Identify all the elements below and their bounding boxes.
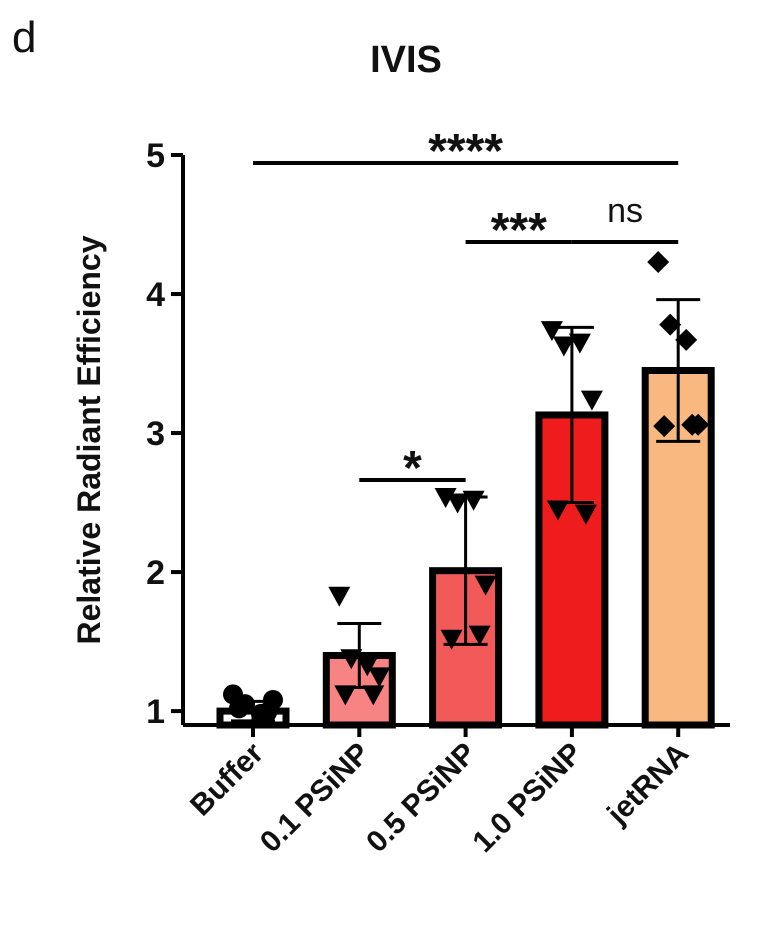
data-point — [334, 685, 357, 706]
chart-title: IVIS — [370, 39, 442, 81]
data-point — [568, 333, 591, 354]
data-point — [474, 575, 497, 596]
x-tick-label: 0.1 PSiNP — [254, 737, 376, 859]
y-tick-label: 3 — [146, 415, 165, 453]
data-point — [257, 702, 277, 723]
y-tick-label: 1 — [146, 693, 165, 731]
data-point — [446, 493, 469, 514]
y-axis-label: Relative Radiant Efficiency — [71, 235, 107, 644]
x-tick-label: Buffer — [184, 736, 270, 822]
data-point — [462, 490, 485, 511]
data-point — [653, 415, 676, 438]
data-point — [675, 328, 698, 351]
data-point — [659, 313, 682, 336]
y-tick-label: 5 — [146, 137, 165, 175]
data-point — [340, 649, 363, 670]
panel-label: d — [12, 13, 36, 62]
data-point — [328, 586, 351, 607]
y-tick-label: 2 — [146, 554, 165, 592]
y-tick-label: 4 — [146, 276, 165, 314]
data-point — [434, 488, 457, 508]
significance-label: ns — [607, 192, 643, 230]
data-point — [356, 656, 379, 677]
x-tick-label: jetRNA — [600, 737, 695, 832]
data-point — [552, 336, 575, 357]
significance-label: * — [403, 442, 422, 495]
data-point — [468, 625, 491, 646]
data-point — [440, 629, 463, 650]
data-point — [362, 685, 385, 706]
x-tick-label: 1.0 PSiNP — [466, 737, 588, 859]
data-point — [580, 390, 603, 411]
data-point — [647, 251, 670, 274]
x-tick-label: 0.5 PSiNP — [360, 737, 482, 859]
data-point — [368, 667, 391, 688]
significance-label: **** — [428, 125, 503, 178]
significance-label: *** — [491, 204, 547, 257]
data-point — [546, 500, 569, 521]
data-point — [681, 413, 704, 436]
data-point — [574, 504, 597, 525]
data-point — [540, 321, 563, 342]
data-point — [229, 698, 249, 719]
